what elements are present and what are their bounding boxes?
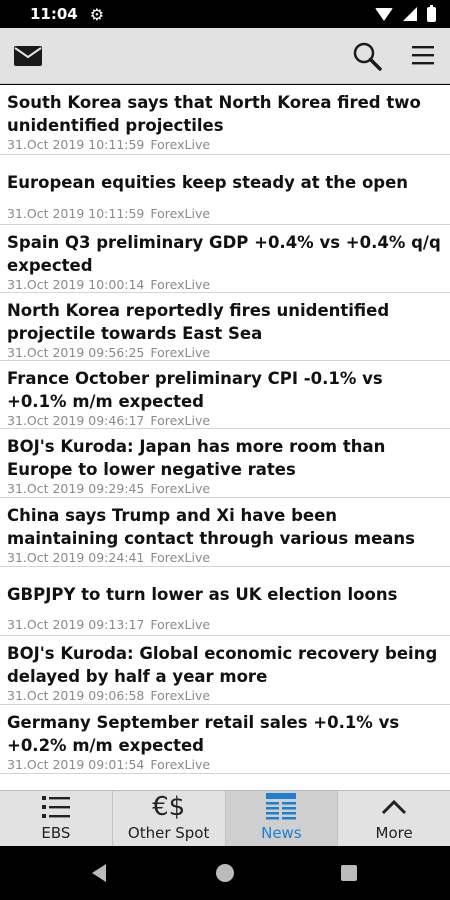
news-time: 31.Oct 2019 09:06:58 bbox=[7, 688, 145, 703]
news-meta: 31.Oct 2019 10:00:14 ForexLive bbox=[7, 277, 444, 292]
tab-label: EBS bbox=[41, 824, 71, 842]
news-item[interactable]: BOJ's Kuroda: Global economic recovery b… bbox=[0, 636, 450, 705]
back-icon[interactable] bbox=[92, 864, 106, 882]
news-time: 31.Oct 2019 10:11:59 bbox=[7, 206, 145, 221]
news-item[interactable]: China says Trump and Xi have been mainta… bbox=[0, 498, 450, 567]
battery-icon bbox=[427, 4, 436, 22]
news-source: ForexLive bbox=[150, 481, 211, 496]
chevron-up-icon bbox=[381, 792, 407, 822]
tab-label: Other Spot bbox=[127, 824, 210, 842]
news-meta: 31.Oct 2019 09:06:58 ForexLive bbox=[7, 688, 444, 703]
news-source: ForexLive bbox=[150, 550, 211, 565]
tab-news[interactable]: News bbox=[225, 791, 339, 846]
news-meta: 31.Oct 2019 09:01:54 ForexLive bbox=[7, 757, 444, 772]
news-time: 31.Oct 2019 09:24:41 bbox=[7, 550, 145, 565]
tab-label: More bbox=[375, 824, 413, 842]
news-source: ForexLive bbox=[150, 345, 211, 360]
news-headline: BOJ's Kuroda: Global economic recovery b… bbox=[7, 644, 438, 686]
news-meta: 31.Oct 2019 10:11:59 ForexLive bbox=[7, 206, 444, 221]
news-source: ForexLive bbox=[150, 413, 211, 428]
home-icon[interactable] bbox=[216, 864, 234, 882]
news-item[interactable]: European equities keep steady at the ope… bbox=[0, 155, 450, 225]
news-source: ForexLive bbox=[150, 277, 211, 292]
status-bar: 11:04 ⚙ bbox=[0, 0, 450, 28]
mail-icon[interactable] bbox=[14, 46, 42, 66]
news-item[interactable]: France October preliminary CPI -0.1% vs … bbox=[0, 361, 450, 429]
news-item[interactable]: Spain Q3 preliminary GDP +0.4% vs +0.4% … bbox=[0, 225, 450, 293]
tab-other-spot[interactable]: €$ Other Spot bbox=[113, 791, 226, 846]
bottom-nav: EBS €$ Other Spot News More bbox=[0, 790, 450, 846]
news-meta: 31.Oct 2019 09:29:45 ForexLive bbox=[7, 481, 444, 496]
news-time: 31.Oct 2019 09:13:17 bbox=[7, 617, 145, 632]
app-bar bbox=[0, 28, 450, 84]
news-source: ForexLive bbox=[150, 757, 211, 772]
news-meta: 31.Oct 2019 09:46:17 ForexLive bbox=[7, 413, 444, 428]
news-time: 31.Oct 2019 09:29:45 bbox=[7, 481, 145, 496]
news-list[interactable]: South Korea says that North Korea fired … bbox=[0, 85, 450, 790]
news-headline: China says Trump and Xi have been mainta… bbox=[7, 506, 415, 548]
news-headline: South Korea says that North Korea fired … bbox=[7, 93, 421, 135]
news-source: ForexLive bbox=[150, 617, 211, 632]
news-icon bbox=[266, 792, 297, 822]
tab-label: News bbox=[261, 824, 302, 842]
news-item[interactable]: Germany September retail sales +0.1% vs … bbox=[0, 705, 450, 774]
news-item[interactable]: BOJ's Kuroda: Japan has more room than E… bbox=[0, 429, 450, 498]
news-item[interactable]: GBPJPY to turn lower as UK election loon… bbox=[0, 567, 450, 636]
news-time: 31.Oct 2019 09:46:17 bbox=[7, 413, 145, 428]
news-headline: North Korea reportedly fires unidentifie… bbox=[7, 301, 390, 343]
list-icon bbox=[41, 792, 70, 822]
menu-icon[interactable] bbox=[412, 45, 434, 65]
news-headline: European equities keep steady at the ope… bbox=[7, 173, 409, 192]
signal-icon bbox=[403, 7, 417, 21]
news-headline: Spain Q3 preliminary GDP +0.4% vs +0.4% … bbox=[7, 233, 441, 275]
news-source: ForexLive bbox=[150, 206, 211, 221]
news-time: 31.Oct 2019 10:11:59 bbox=[7, 137, 145, 152]
news-headline: BOJ's Kuroda: Japan has more room than E… bbox=[7, 437, 386, 479]
news-source: ForexLive bbox=[150, 137, 211, 152]
news-time: 31.Oct 2019 09:01:54 bbox=[7, 757, 145, 772]
tab-more[interactable]: More bbox=[338, 791, 450, 846]
news-meta: 31.Oct 2019 09:56:25 ForexLive bbox=[7, 345, 444, 360]
news-item[interactable]: South Korea says that North Korea fired … bbox=[0, 85, 450, 155]
gear-icon: ⚙ bbox=[89, 4, 105, 24]
wifi-icon bbox=[375, 7, 393, 21]
news-headline: France October preliminary CPI -0.1% vs … bbox=[7, 369, 383, 411]
search-icon[interactable] bbox=[352, 41, 382, 71]
news-time: 31.Oct 2019 10:00:14 bbox=[7, 277, 145, 292]
news-item[interactable]: North Korea reportedly fires unidentifie… bbox=[0, 293, 450, 361]
news-meta: 31.Oct 2019 09:13:17 ForexLive bbox=[7, 617, 444, 632]
euro-dollar-icon: €$ bbox=[152, 792, 186, 822]
news-meta: 31.Oct 2019 10:11:59 ForexLive bbox=[7, 137, 444, 152]
news-source: ForexLive bbox=[150, 688, 211, 703]
news-headline: GBPJPY to turn lower as UK election loon… bbox=[7, 585, 398, 604]
news-item-partial[interactable] bbox=[0, 774, 450, 790]
recents-icon[interactable] bbox=[341, 865, 357, 881]
tab-ebs[interactable]: EBS bbox=[0, 791, 113, 846]
system-nav-bar bbox=[0, 846, 450, 900]
news-headline: Germany September retail sales +0.1% vs … bbox=[7, 713, 400, 755]
news-time: 31.Oct 2019 09:56:25 bbox=[7, 345, 145, 360]
news-meta: 31.Oct 2019 09:24:41 ForexLive bbox=[7, 550, 444, 565]
status-time: 11:04 bbox=[30, 5, 78, 23]
